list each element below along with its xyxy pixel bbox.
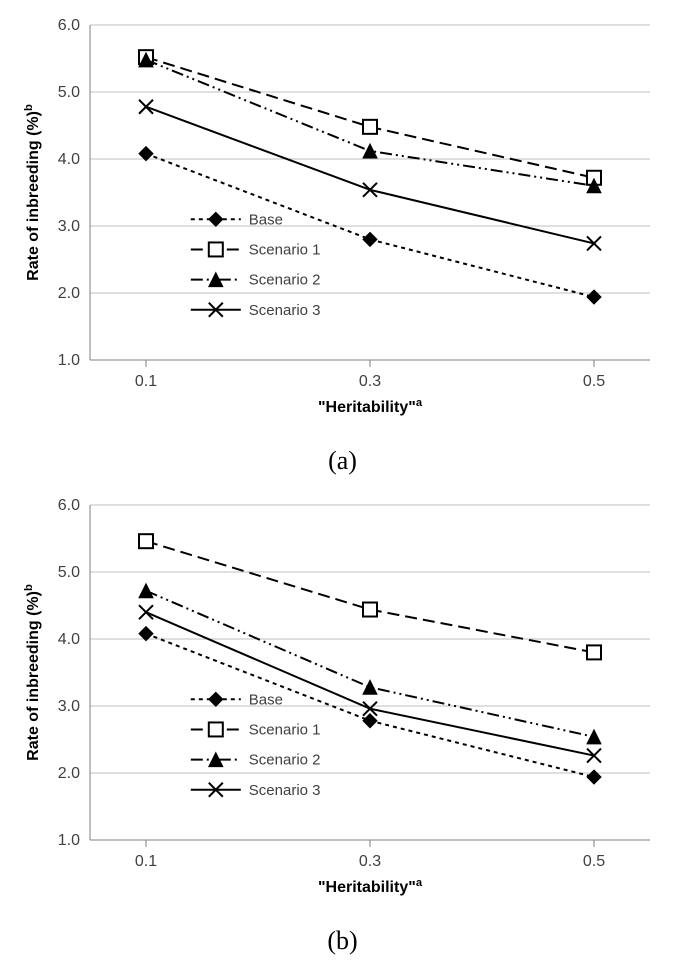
panel-label-b: (b)	[10, 926, 675, 956]
svg-text:Scenario 2: Scenario 2	[249, 272, 321, 289]
svg-text:2.0: 2.0	[58, 285, 80, 302]
chart-panel-b: 1.0 2.0 3.0 4.0 5.0 6.0 0.1 0.3 0.5 Base Scenario …	[10, 490, 675, 920]
svg-text:0.3: 0.3	[359, 373, 381, 390]
svg-text:Base: Base	[249, 211, 283, 228]
svg-text:"Heritability"a: "Heritability"a	[318, 877, 423, 896]
svg-text:Scenario 3: Scenario 3	[249, 302, 321, 319]
chart-b-svg: 1.0 2.0 3.0 4.0 5.0 6.0 0.1 0.3 0.5 Base Scenario …	[10, 490, 675, 900]
svg-text:5.0: 5.0	[58, 564, 80, 581]
svg-text:3.0: 3.0	[58, 218, 80, 235]
svg-text:2.0: 2.0	[58, 765, 80, 782]
svg-text:Rate of inbreeding (%)b: Rate of inbreeding (%)b	[23, 104, 42, 281]
svg-text:0.1: 0.1	[135, 853, 157, 870]
svg-text:Base: Base	[249, 691, 283, 708]
svg-text:Rate of inbreeding (%)b: Rate of inbreeding (%)b	[23, 584, 42, 761]
svg-text:0.1: 0.1	[135, 373, 157, 390]
svg-text:4.0: 4.0	[58, 151, 80, 168]
svg-text:Scenario 3: Scenario 3	[249, 782, 321, 799]
svg-text:1.0: 1.0	[58, 352, 80, 369]
svg-text:1.0: 1.0	[58, 832, 80, 849]
svg-text:Scenario 2: Scenario 2	[249, 752, 321, 769]
svg-text:0.3: 0.3	[359, 853, 381, 870]
svg-text:6.0: 6.0	[58, 17, 80, 34]
chart-a-svg: 1.0 2.0 3.0 4.0 5.0 6.0 0.1 0.3 0.5 Base Scenario …	[10, 10, 675, 420]
panel-label-a: (a)	[10, 446, 675, 476]
svg-text:5.0: 5.0	[58, 84, 80, 101]
svg-text:6.0: 6.0	[58, 497, 80, 514]
svg-text:Scenario 1: Scenario 1	[249, 241, 321, 258]
svg-text:"Heritability"a: "Heritability"a	[318, 397, 423, 416]
svg-text:0.5: 0.5	[583, 853, 605, 870]
svg-text:0.5: 0.5	[583, 373, 605, 390]
svg-text:4.0: 4.0	[58, 631, 80, 648]
svg-text:Scenario 1: Scenario 1	[249, 721, 321, 738]
chart-panel-a: 1.0 2.0 3.0 4.0 5.0 6.0 0.1 0.3 0.5 Base Scenario …	[10, 10, 675, 440]
svg-text:3.0: 3.0	[58, 698, 80, 715]
